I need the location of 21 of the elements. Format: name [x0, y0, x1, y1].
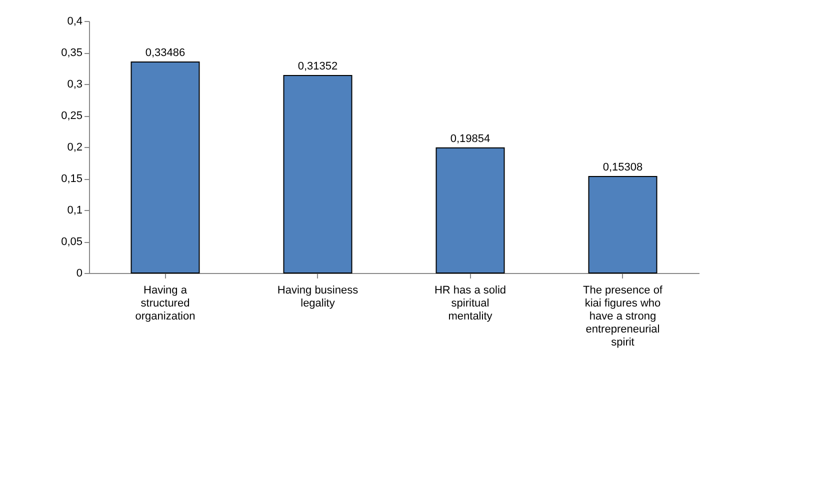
- y-tick-label: 0,3: [67, 78, 82, 90]
- y-tick-label: 0,1: [67, 204, 82, 216]
- x-tick-label: Having a structured organization: [135, 284, 196, 322]
- bar: [130, 62, 200, 274]
- x-tick-label: Having business legality: [277, 284, 359, 310]
- x-tick-label: The presence of kiai figures who have a strong entrepreneurial spirit: [583, 284, 664, 348]
- y-tick-label: 0,2: [67, 142, 82, 154]
- bar: [283, 74, 352, 274]
- y-tick-label: 0,15: [61, 173, 82, 185]
- x-tick-label: HR has a solid spiritual mentality: [434, 284, 506, 322]
- data-label: 0,19854: [450, 132, 490, 145]
- y-tick-label: 0,35: [61, 47, 82, 59]
- bar: [588, 176, 658, 274]
- data-label: 0,31352: [298, 60, 338, 72]
- bar: [436, 147, 505, 274]
- y-tick-label: 0,4: [67, 16, 82, 28]
- data-label: 0,15308: [602, 162, 643, 174]
- data-label: 0,33486: [145, 47, 186, 60]
- y-tick-label: 0,05: [61, 236, 82, 248]
- y-tick-label: 0: [76, 268, 82, 280]
- y-tick-label: 0,25: [61, 110, 82, 122]
